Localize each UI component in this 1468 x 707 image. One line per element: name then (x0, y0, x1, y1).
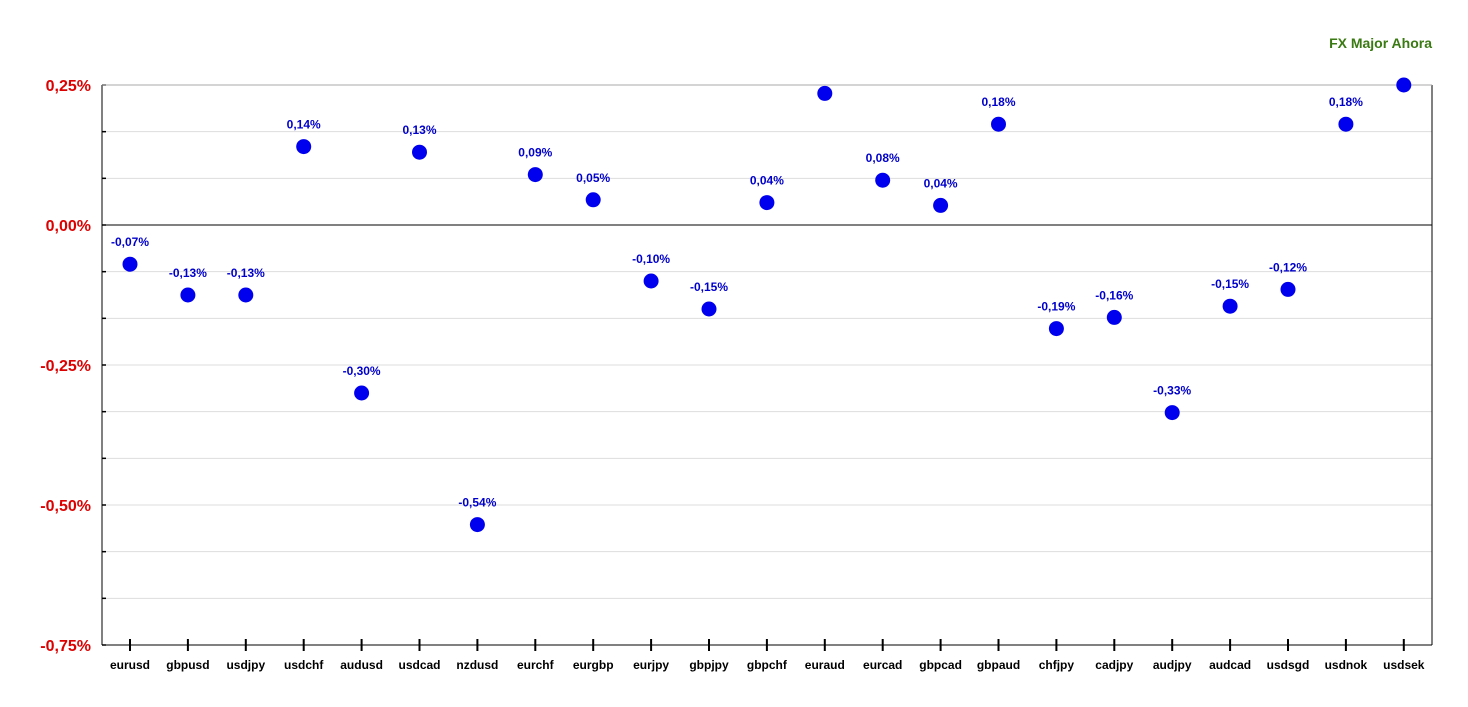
data-label: 0,04% (924, 176, 958, 190)
data-labels: -0,07% -0,13% -0,13% 0,14% -0,30% 0,13% -0,54%… (111, 95, 1363, 509)
data-label: -0,54% (458, 496, 496, 510)
data-point (354, 385, 370, 401)
data-point (238, 287, 254, 303)
data-point (1048, 321, 1064, 337)
data-label: -0,19% (1037, 300, 1075, 314)
data-label: -0,07% (111, 235, 149, 249)
data-point (933, 197, 949, 213)
data-point (296, 139, 312, 155)
data-point (180, 287, 196, 303)
data-point (1396, 77, 1412, 93)
x-tick-label: eurjpy (633, 658, 669, 672)
x-tick-labels: eurusd gbpusd usdjpy usdchf audusd usdcad nzdu… (110, 658, 1425, 672)
x-tick-label: usdcad (398, 658, 440, 672)
data-label: 0,13% (402, 123, 436, 137)
x-tick-label: eurchf (517, 658, 555, 672)
gridlines (102, 84, 1432, 646)
y-tick-label: -0,25% (40, 358, 91, 375)
x-tick-label: eurgbp (573, 658, 614, 672)
data-label: -0,12% (1269, 260, 1307, 274)
data-label: 0,08% (866, 151, 900, 165)
x-tick-label: gbpcad (919, 658, 962, 672)
x-tick-label: euraud (805, 658, 845, 672)
x-tick-label: usdsek (1383, 658, 1425, 672)
x-tick-label: eurusd (110, 658, 150, 672)
x-tick-label: audusd (340, 658, 383, 672)
x-tick-label: gbpjpy (689, 658, 729, 672)
axes (101, 84, 1433, 651)
x-tick-label: usdnok (1325, 658, 1368, 672)
x-tick-label: usdjpy (226, 658, 265, 672)
data-label: -0,13% (169, 266, 207, 280)
x-tick-label: gbpusd (166, 658, 209, 672)
data-point (991, 116, 1006, 132)
data-point (412, 144, 427, 160)
data-point (701, 301, 717, 317)
x-tick-label: cadjpy (1095, 658, 1133, 672)
y-tick-label: -0,50% (40, 498, 91, 515)
data-label: -0,30% (343, 364, 381, 378)
data-point (1280, 281, 1296, 297)
y-tick-label: -0,75% (40, 638, 91, 655)
data-point (1222, 298, 1238, 314)
data-point (643, 273, 659, 289)
data-label: 0,05% (576, 171, 610, 185)
data-points (122, 77, 1412, 533)
x-tick-label: audjpy (1153, 658, 1192, 672)
data-point (1338, 116, 1354, 132)
data-label: 0,04% (750, 174, 784, 188)
data-label: -0,10% (632, 252, 670, 266)
x-tick-label: chfjpy (1039, 658, 1075, 672)
data-label: 0,18% (1329, 95, 1363, 109)
data-point (469, 517, 485, 533)
data-label: -0,15% (1211, 277, 1249, 291)
data-label: 0,14% (287, 118, 321, 132)
y-tick-label: 0,25% (46, 78, 91, 95)
data-point (1164, 405, 1180, 421)
x-tick-label: nzdusd (456, 658, 498, 672)
x-tick-label: gbpaud (977, 658, 1020, 672)
data-point (817, 85, 833, 101)
data-point (1106, 309, 1122, 325)
data-point (122, 256, 138, 272)
data-label: -0,16% (1095, 288, 1133, 302)
data-label: 0,09% (518, 146, 552, 160)
data-point (585, 192, 601, 208)
data-point (527, 167, 543, 183)
x-tick-label: usdsgd (1267, 658, 1310, 672)
data-label: 0,18% (981, 95, 1015, 109)
data-label: -0,33% (1153, 384, 1191, 398)
data-point (875, 172, 891, 188)
y-tick-label: 0,00% (46, 218, 91, 235)
x-tick-label: usdchf (284, 658, 324, 672)
data-point (759, 195, 775, 211)
x-tick-label: audcad (1209, 658, 1251, 672)
data-label: -0,15% (690, 280, 728, 294)
y-tick-labels: 0,25% 0,00% -0,25% -0,50% -0,75% (40, 78, 91, 655)
data-label: -0,13% (227, 266, 265, 280)
chart-title: FX Major Ahora (1329, 35, 1432, 51)
x-tick-label: eurcad (863, 658, 902, 672)
x-tick-label: gbpchf (747, 658, 788, 672)
